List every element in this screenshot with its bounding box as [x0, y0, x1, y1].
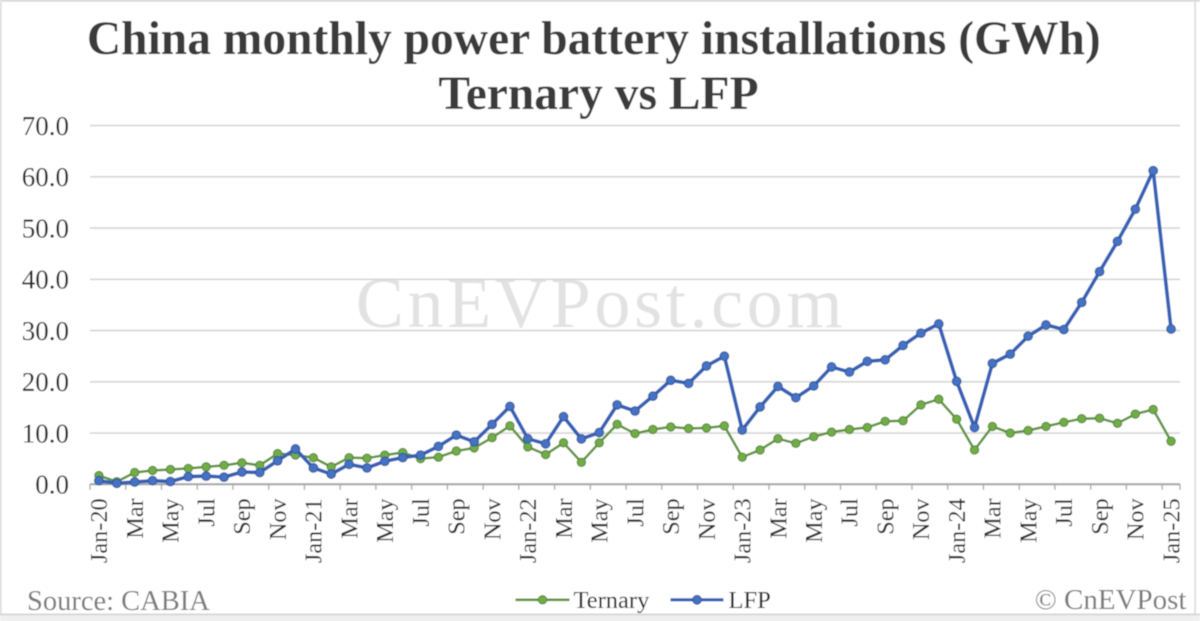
- svg-text:Jul: Jul: [622, 498, 649, 527]
- svg-text:Ternary vs LFP: Ternary vs LFP: [438, 68, 758, 120]
- svg-text:Sep: Sep: [872, 498, 899, 534]
- svg-text:Jan-25: Jan-25: [1158, 498, 1185, 563]
- svg-text:70.0: 70.0: [22, 111, 69, 141]
- svg-text:© CnEVPost: © CnEVPost: [1035, 584, 1187, 616]
- svg-text:Nov: Nov: [694, 497, 721, 540]
- svg-text:Jul: Jul: [837, 498, 864, 527]
- svg-text:Sep: Sep: [1087, 498, 1114, 534]
- svg-text:10.0: 10.0: [22, 418, 69, 448]
- svg-text:Jul: Jul: [408, 498, 435, 527]
- svg-text:May: May: [372, 497, 399, 542]
- svg-text:May: May: [587, 497, 614, 542]
- svg-text:May: May: [158, 497, 185, 542]
- svg-text:Mar: Mar: [336, 498, 363, 538]
- svg-text:Sep: Sep: [229, 498, 256, 534]
- svg-text:Sep: Sep: [444, 498, 471, 534]
- svg-text:Source: CABIA: Source: CABIA: [27, 586, 210, 617]
- svg-text:Nov: Nov: [908, 497, 935, 540]
- svg-text:20.0: 20.0: [22, 367, 69, 397]
- svg-text:Nov: Nov: [1123, 497, 1150, 540]
- svg-text:Ternary: Ternary: [574, 587, 651, 614]
- svg-text:Jan-24: Jan-24: [944, 498, 971, 563]
- svg-text:Mar: Mar: [765, 498, 792, 538]
- svg-text:Mar: Mar: [980, 498, 1007, 538]
- svg-text:Jul: Jul: [193, 498, 220, 527]
- svg-text:40.0: 40.0: [22, 265, 69, 295]
- svg-text:Sep: Sep: [658, 498, 685, 534]
- svg-text:Jan-23: Jan-23: [730, 498, 757, 563]
- svg-text:May: May: [801, 497, 828, 542]
- svg-text:Mar: Mar: [551, 498, 578, 538]
- svg-text:Jan-22: Jan-22: [515, 498, 542, 563]
- svg-text:CnEVPost.com: CnEVPost.com: [356, 263, 846, 343]
- svg-text:60.0: 60.0: [22, 162, 69, 192]
- svg-text:China monthly power battery in: China monthly power battery installation…: [87, 13, 1101, 65]
- svg-text:50.0: 50.0: [22, 213, 69, 243]
- svg-text:Mar: Mar: [122, 498, 149, 538]
- svg-text:Nov: Nov: [479, 497, 506, 540]
- svg-text:Nov: Nov: [265, 497, 292, 540]
- svg-text:0.0: 0.0: [35, 470, 69, 500]
- svg-text:30.0: 30.0: [22, 316, 69, 346]
- svg-text:Jan-20: Jan-20: [86, 498, 113, 563]
- svg-text:LFP: LFP: [729, 587, 771, 614]
- svg-text:Jan-21: Jan-21: [301, 498, 328, 563]
- svg-text:May: May: [1015, 497, 1042, 542]
- svg-text:Jul: Jul: [1051, 498, 1078, 527]
